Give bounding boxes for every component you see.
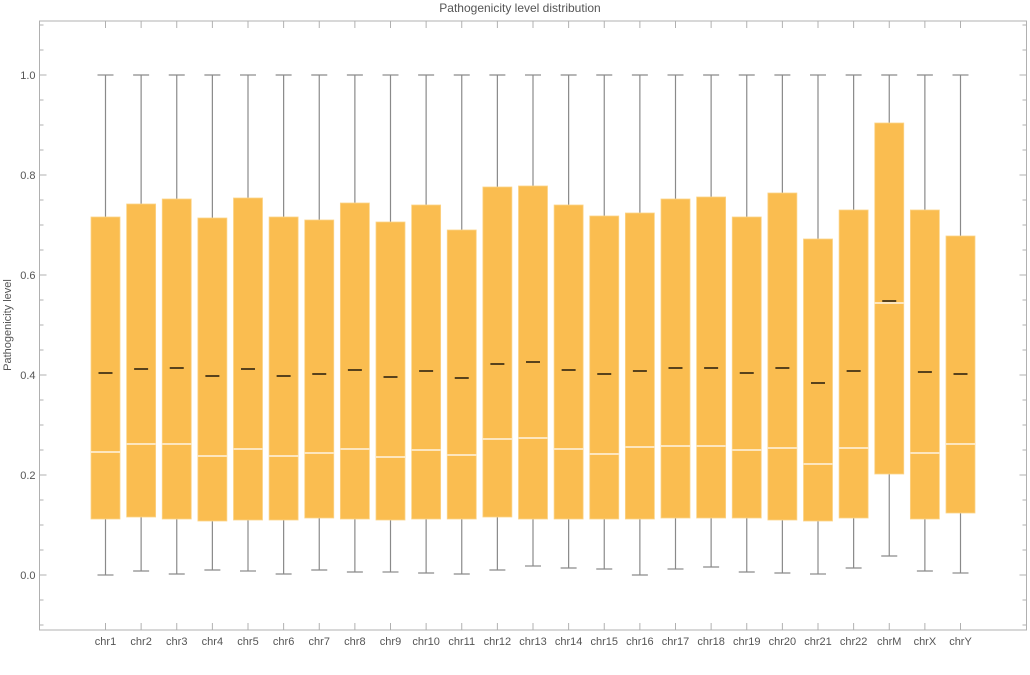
box-iqr bbox=[339, 202, 370, 520]
box-chr15 bbox=[589, 74, 620, 570]
box-chr20 bbox=[767, 74, 798, 574]
x-tick-label: chr21 bbox=[804, 636, 832, 648]
y-tick-label: 0.6 bbox=[20, 270, 35, 282]
box-iqr bbox=[767, 192, 798, 521]
box-chr1 bbox=[90, 74, 121, 576]
x-tick-label: chr19 bbox=[733, 636, 761, 648]
box-iqr bbox=[660, 198, 691, 519]
box-chr17 bbox=[660, 74, 691, 570]
box-chrY bbox=[945, 74, 976, 574]
x-tick-label: chr2 bbox=[130, 636, 151, 648]
x-tick-label: chr4 bbox=[202, 636, 223, 648]
x-tick-label: chr20 bbox=[769, 636, 797, 648]
box-chr10 bbox=[411, 74, 442, 574]
box-iqr bbox=[553, 204, 584, 520]
x-tick-label: chr12 bbox=[484, 636, 512, 648]
chart-title: Pathogenicity level distribution bbox=[439, 1, 600, 15]
box-chr14 bbox=[553, 74, 584, 569]
box-chr7 bbox=[304, 74, 335, 571]
x-tick-label: chr6 bbox=[273, 636, 294, 648]
y-tick-label: 0.2 bbox=[20, 470, 35, 482]
box-chrM bbox=[874, 74, 905, 557]
box-chr19 bbox=[731, 74, 762, 573]
box-iqr bbox=[90, 216, 121, 520]
box-iqr bbox=[803, 238, 833, 522]
x-tick-label: chr22 bbox=[840, 636, 868, 648]
box-iqr bbox=[624, 212, 655, 520]
box-iqr bbox=[126, 203, 157, 518]
box-iqr bbox=[589, 215, 620, 520]
x-tick-label: chr17 bbox=[662, 636, 690, 648]
x-tick-label: chr5 bbox=[237, 636, 258, 648]
box-chr11 bbox=[446, 74, 477, 575]
box-iqr bbox=[197, 217, 228, 522]
x-tick-label: chr11 bbox=[448, 636, 475, 648]
x-tick-label: chrM bbox=[877, 636, 901, 648]
box-iqr bbox=[838, 209, 869, 519]
box-chr2 bbox=[126, 74, 157, 572]
box-iqr bbox=[375, 221, 406, 521]
box-chr3 bbox=[161, 74, 192, 575]
box-iqr bbox=[874, 122, 905, 475]
box-iqr bbox=[304, 219, 335, 519]
x-tick-label: chr3 bbox=[166, 636, 187, 648]
x-tick-label: chr8 bbox=[344, 636, 365, 648]
x-tick-label: chr15 bbox=[590, 636, 618, 648]
y-tick-label: 0.0 bbox=[20, 570, 35, 582]
y-tick-label: 0.8 bbox=[20, 170, 35, 182]
box-iqr bbox=[268, 216, 299, 521]
y-tick-label: 1.0 bbox=[20, 70, 35, 82]
box-chr5 bbox=[233, 74, 263, 572]
x-tick-label: chr10 bbox=[412, 636, 440, 648]
x-tick-label: chr16 bbox=[626, 636, 654, 648]
box-chr18 bbox=[696, 74, 727, 568]
box-iqr bbox=[161, 198, 192, 520]
box-iqr bbox=[696, 196, 727, 519]
box-chr4 bbox=[197, 74, 228, 571]
x-tick-label: chr18 bbox=[697, 636, 725, 648]
box-iqr bbox=[482, 186, 513, 518]
box-chr22 bbox=[838, 74, 869, 569]
box-chr6 bbox=[268, 74, 299, 575]
box-iqr bbox=[518, 185, 548, 520]
box-chr13 bbox=[518, 74, 548, 567]
x-tick-label: chr7 bbox=[309, 636, 330, 648]
box-chr16 bbox=[624, 74, 655, 576]
y-axis-label: Pathogenicity level bbox=[2, 279, 14, 371]
y-tick-label: 0.4 bbox=[20, 370, 35, 382]
box-chr21 bbox=[803, 74, 833, 575]
x-tick-label: chr13 bbox=[519, 636, 547, 648]
box-iqr bbox=[446, 229, 477, 520]
box-iqr bbox=[411, 204, 442, 520]
x-tick-label: chr14 bbox=[555, 636, 583, 648]
box-chr12 bbox=[482, 74, 513, 571]
box-iqr bbox=[909, 209, 940, 520]
box-chrX bbox=[909, 74, 940, 572]
box-iqr bbox=[731, 216, 762, 519]
box-chr8 bbox=[339, 74, 370, 573]
x-tick-label: chrY bbox=[949, 636, 972, 648]
box-iqr bbox=[233, 197, 263, 521]
x-tick-label: chr9 bbox=[380, 636, 401, 648]
box-chr9 bbox=[375, 74, 406, 573]
x-tick-label: chr1 bbox=[95, 636, 116, 648]
x-tick-label: chrX bbox=[914, 636, 937, 648]
